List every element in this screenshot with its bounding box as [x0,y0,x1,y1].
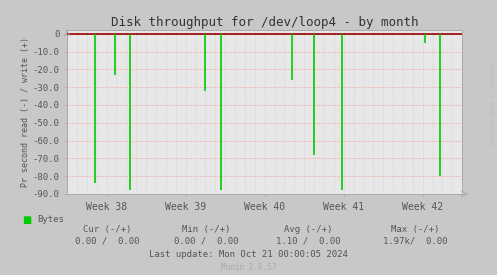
Text: Avg (-/+): Avg (-/+) [284,225,332,234]
Text: Cur (-/+): Cur (-/+) [83,225,131,234]
Text: Bytes: Bytes [37,216,64,224]
Text: Last update: Mon Oct 21 00:00:05 2024: Last update: Mon Oct 21 00:00:05 2024 [149,250,348,259]
Title: Disk throughput for /dev/loop4 - by month: Disk throughput for /dev/loop4 - by mont… [111,16,418,29]
Text: RRDTOOL / TOBI OETIKER: RRDTOOL / TOBI OETIKER [489,63,494,146]
Text: 0.00 /  0.00: 0.00 / 0.00 [174,236,239,245]
Y-axis label: Pr second read (-) / write (+): Pr second read (-) / write (+) [21,37,30,187]
Text: 1.10 /  0.00: 1.10 / 0.00 [276,236,340,245]
Text: 0.00 /  0.00: 0.00 / 0.00 [75,236,139,245]
Text: Munin 2.0.57: Munin 2.0.57 [221,263,276,272]
Text: Min (-/+): Min (-/+) [182,225,231,234]
Text: Max (-/+): Max (-/+) [391,225,439,234]
Text: ■: ■ [22,215,32,225]
Text: 1.97k/  0.00: 1.97k/ 0.00 [383,236,447,245]
